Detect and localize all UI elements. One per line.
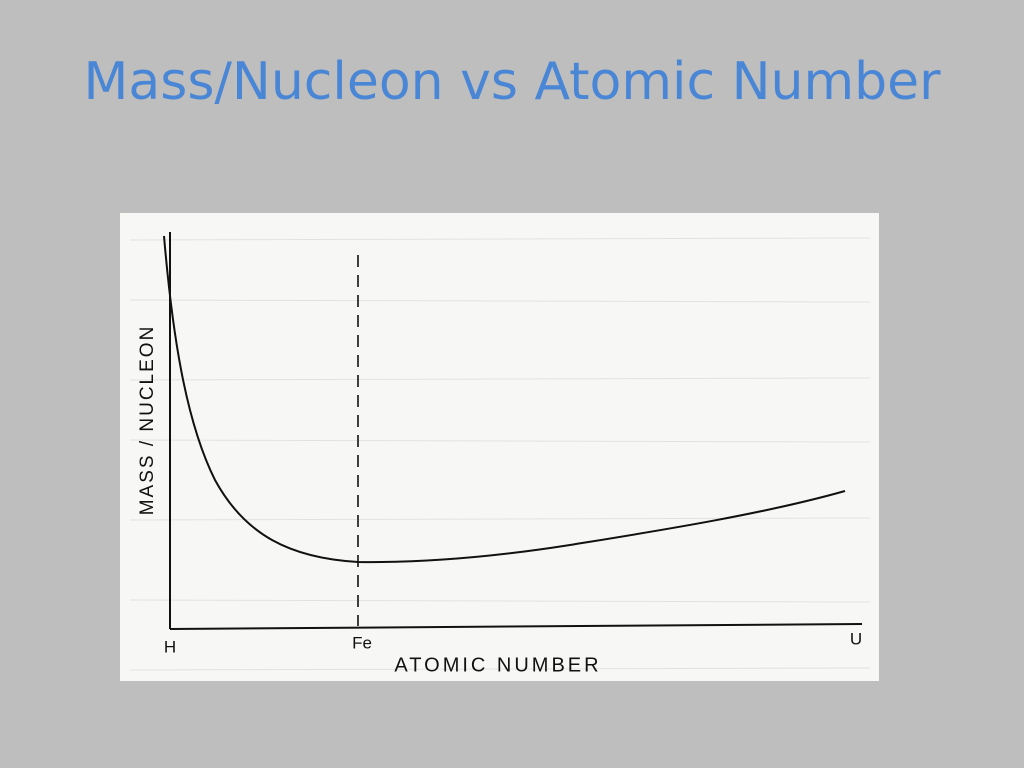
x-marker: U: [850, 629, 862, 648]
scan-background: [120, 213, 879, 681]
x-axis-label: ATOMIC NUMBER: [394, 654, 601, 676]
curve: [163, 235, 846, 564]
scan-texture: [129, 237, 871, 671]
slide-title: Mass/Nucleon vs Atomic Number: [83, 52, 941, 112]
x-marker: H: [164, 637, 176, 656]
x-marker: Fe: [352, 633, 372, 652]
x-axis: [169, 623, 863, 630]
y-axis-label: MASS / NUCLEON: [137, 325, 158, 516]
